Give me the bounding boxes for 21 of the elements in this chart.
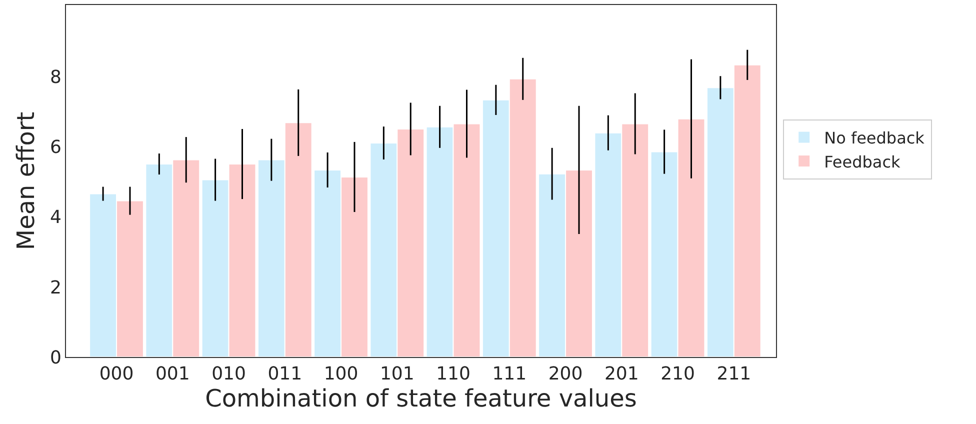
x-tick-label: 001 (155, 364, 190, 385)
y-tick-label: 8 (50, 67, 62, 88)
x-tick-label: 000 (99, 364, 134, 385)
x-tick-label: 100 (324, 364, 358, 385)
legend-label: Feedback (824, 152, 902, 172)
x-tick-label: 200 (548, 364, 583, 385)
x-axis-title: Combination of state feature values (205, 384, 637, 413)
legend-label: No feedback (824, 128, 926, 148)
x-tick-label: 210 (660, 364, 695, 385)
y-tick-label: 6 (50, 137, 62, 158)
x-tick-label: 110 (436, 364, 470, 385)
y-tick-label: 4 (50, 207, 62, 228)
y-tick-label: 0 (50, 347, 62, 368)
x-tick-label: 111 (492, 364, 527, 385)
x-tick-label: 201 (604, 364, 639, 385)
x-tick-label: 011 (268, 364, 302, 385)
x-tick-label: 010 (212, 364, 246, 385)
x-tick-label: 211 (716, 364, 752, 385)
x-tick-label: 101 (380, 364, 414, 385)
y-axis-title: Mean effort (12, 112, 40, 250)
y-tick-label: 2 (50, 277, 62, 298)
